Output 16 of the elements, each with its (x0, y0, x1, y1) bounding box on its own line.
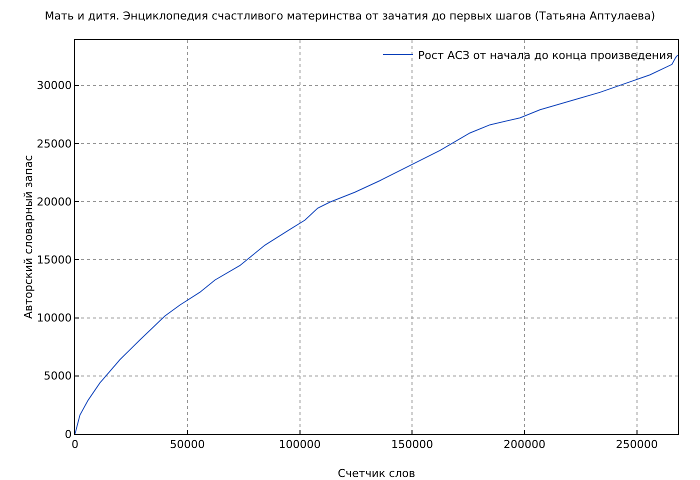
y-tick-label: 5000 (44, 370, 72, 383)
y-tick-label: 15000 (36, 254, 72, 267)
y-tick-label: 30000 (36, 79, 72, 92)
y-tick-label: 0 (64, 428, 72, 441)
y-axis-title: Авторский словарный запас (22, 155, 35, 319)
x-tick-label: 250000 (616, 438, 658, 452)
y-tick-label: 20000 (36, 195, 72, 208)
x-tick-label: 50000 (170, 438, 205, 452)
x-tick-label: 200000 (504, 438, 546, 452)
y-tick-label: 25000 (36, 137, 72, 150)
x-tick-label: 150000 (391, 438, 434, 452)
y-tick-label: 10000 (36, 312, 72, 325)
legend-label: Рост АСЗ от начала до конца произведения (418, 48, 673, 62)
chart-title: Мать и дитя. Энциклопедия счастливого материнства от зачатия до первых шагов (Татьяна Аптулаева) (44, 10, 656, 23)
x-tick-label: 100000 (278, 438, 321, 452)
x-axis-title: Счетчик слов (338, 467, 416, 480)
